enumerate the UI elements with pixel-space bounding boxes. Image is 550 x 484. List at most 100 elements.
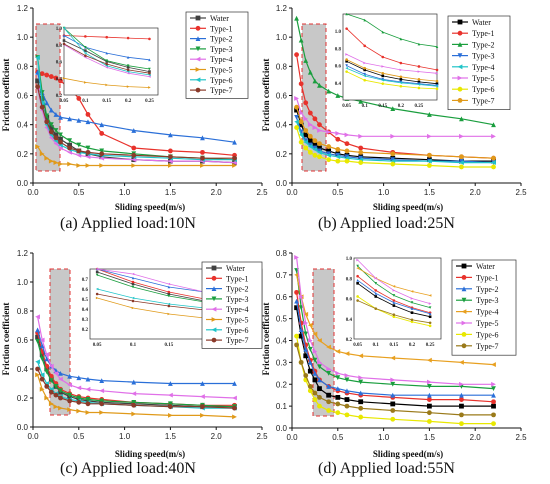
panel-c-inset-data-point: [95, 287, 99, 291]
panel-a-inset-y-tick-label: 0.8: [56, 44, 63, 49]
panel-a-inset-data-point: [126, 56, 130, 59]
panel-d-data-point: [427, 357, 432, 363]
panel-d-data-point: [307, 359, 313, 365]
panel-c-data-point: [131, 399, 137, 405]
panel-a-data-point: [53, 132, 59, 138]
panel-a-data-point: [39, 71, 45, 77]
panel-c-data-point: [232, 414, 237, 420]
panel-b-data-point: [307, 144, 313, 149]
panel-a-data-point: [39, 100, 45, 106]
panel-d-data-point: [459, 421, 464, 427]
panel-d-data-point: [326, 408, 332, 413]
panel-b-inset-data-point: [363, 74, 366, 78]
panel-a-data-point: [35, 55, 40, 60]
panel-c-series-type-4: [35, 314, 237, 401]
panel-b-inset-data-point: [381, 74, 385, 78]
panel-d-data-point: [312, 370, 318, 376]
panel-b-x-axis-label: Sliding speed(m/s): [373, 202, 443, 212]
panel-b-data-point: [344, 154, 350, 160]
panel-a-inset-data-point: [126, 66, 130, 69]
panel-c-inset-data-point: [167, 294, 171, 298]
panel-b-legend-label: Type-5: [472, 74, 495, 83]
panel-d-inset-data-point: [356, 258, 359, 262]
panel-d-data-point: [358, 353, 364, 359]
panel-a-inset-data-point: [62, 42, 66, 46]
panel-a-inset-data-point: [84, 45, 87, 49]
panel-d-data-point: [312, 397, 318, 402]
panel-d-series-type-7: [294, 342, 496, 418]
panel-b-inset-data-point: [399, 78, 403, 81]
panel-a-inset-data-point: [126, 64, 130, 67]
panel-a-data-point: [76, 96, 82, 101]
panel-a-data-point: [48, 122, 54, 128]
panel-d-legend-marker: [461, 275, 467, 280]
panel-c-inset-data-point: [131, 299, 135, 303]
panel-b-data-point: [335, 131, 341, 136]
panel-d-legend-label: Type-7: [476, 342, 499, 351]
panel-d-data-point: [390, 377, 396, 383]
panel-b-data-point: [307, 122, 313, 128]
panel-d-legend-label: Type-5: [476, 319, 499, 328]
panel-b-x-tick-label: 0.5: [332, 188, 344, 197]
panel-d-data-point: [459, 403, 464, 409]
panel-c-data-point: [200, 404, 205, 410]
panel-a-x-tick-label: 1.5: [165, 188, 177, 197]
panel-a-legend-marker: [195, 15, 201, 21]
panel-c-data-point: [44, 356, 50, 362]
panel-b-data-point: [298, 132, 304, 138]
panel-b-inset-data-point: [345, 27, 348, 30]
panel-b-data-point: [491, 160, 496, 165]
panel-a-inset-data-point: [62, 26, 66, 30]
panel-d-x-tick-label: 0.5: [332, 433, 344, 442]
panel-b-data-point: [344, 132, 350, 138]
panel-c-legend-frame: [201, 261, 263, 349]
panel-d-x-tick-label: 1.0: [378, 433, 390, 442]
panel-c-legend-marker: [211, 275, 217, 281]
panel-c-legend-label: Water: [226, 264, 245, 273]
panel-d-series-line: [296, 257, 494, 385]
panel-d-legend-label: Type-1: [476, 273, 499, 282]
panel-d-data-point: [427, 392, 432, 398]
panel-b-data-point: [326, 148, 332, 154]
panel-b-inset-data-point: [417, 80, 421, 84]
panel-c-x-tick-label: 1.5: [165, 432, 177, 441]
panel-a: 0.0 0.5 1.0 1.5 2.0 2.5 0.0 0.2 0.4 0.6 0.8 1.0 1.2 S…: [1, 4, 268, 212]
panel-b-inset-data-point: [381, 78, 385, 81]
panel-c-inset-data-point: [131, 276, 135, 280]
panel-c-data-point: [39, 337, 45, 343]
panel-b-data-point: [358, 155, 364, 161]
panel-d-data-point: [390, 381, 396, 387]
panel-d-data-point: [317, 394, 322, 400]
panel-d-inset-y-tick-label: 1.0: [346, 257, 353, 262]
panel-a-inset-data-point: [126, 85, 130, 88]
panel-c-data-point: [200, 413, 205, 418]
panel-d-data-point: [427, 419, 432, 424]
panel-b-data-point: [298, 122, 304, 128]
panel-b-data-point: [312, 116, 318, 122]
panel-a-legend-marker: [195, 25, 201, 31]
panel-a-inset-data-point: [148, 37, 151, 41]
panel-a-data-point: [168, 148, 173, 154]
panel-b-inset-series-line: [346, 54, 438, 74]
panel-d-inset-data-point: [356, 266, 359, 270]
panel-b-data-point: [427, 158, 432, 164]
panel-d-series-type-5: [294, 254, 496, 387]
panel-a-x-axis-label: Sliding speed(m/s): [115, 202, 185, 212]
panel-c-inset-data-point: [167, 285, 171, 289]
panel-a-y-axis-label: Friction coefficient: [1, 59, 11, 132]
panel-a-data-point: [53, 112, 59, 117]
panel-c-data-point: [53, 392, 59, 398]
panel-a-data-point: [67, 161, 73, 167]
panel-c-inset-data-point: [131, 282, 135, 286]
panel-c-legend-marker: [211, 317, 217, 322]
panel-b-data-point: [298, 81, 304, 87]
panel-c-data-point: [99, 388, 105, 394]
panel-b-data-point: [317, 128, 322, 133]
panel-b: 0.0 0.5 1.0 1.5 2.0 2.5 0.0 0.2 0.4 0.6 0.8 1.0 1.2 S…: [261, 4, 527, 212]
panel-d-data-point: [358, 379, 364, 385]
panel-d-data-point: [307, 322, 313, 328]
panel-c-series-line: [37, 316, 235, 399]
panel-b-inset-x-tick-label: 0.15: [378, 104, 387, 109]
panel-d-data-point: [358, 390, 364, 396]
